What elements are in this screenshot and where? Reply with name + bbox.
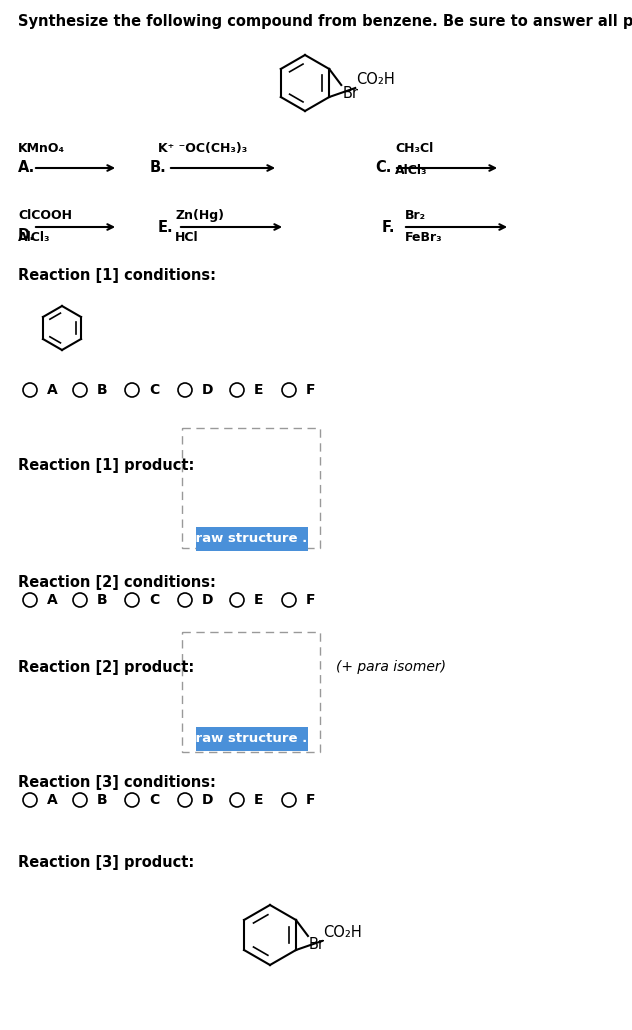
Text: ClCOOH: ClCOOH (18, 209, 72, 222)
Text: Reaction [1] product:: Reaction [1] product: (18, 458, 195, 473)
Text: Br: Br (343, 85, 358, 101)
Text: Zn(Hg): Zn(Hg) (175, 209, 224, 222)
Text: A: A (47, 383, 58, 397)
Text: D: D (202, 793, 214, 806)
Bar (196, 727, 308, 751)
Text: KMnO₄: KMnO₄ (18, 142, 65, 154)
Text: F: F (306, 593, 315, 607)
Bar (182, 632, 320, 752)
Text: Br: Br (309, 937, 325, 952)
Text: B.: B. (150, 161, 167, 175)
Text: E: E (254, 793, 264, 806)
Text: B: B (97, 793, 107, 806)
Text: F: F (306, 383, 315, 397)
Text: C: C (149, 383, 159, 397)
Text: Reaction [3] product:: Reaction [3] product: (18, 855, 194, 870)
Bar (196, 527, 308, 551)
Text: CH₃Cl: CH₃Cl (395, 142, 434, 154)
Text: Reaction [2] conditions:: Reaction [2] conditions: (18, 575, 216, 590)
Text: FeBr₃: FeBr₃ (405, 231, 442, 244)
Text: C: C (149, 793, 159, 806)
Text: (+ para isomer): (+ para isomer) (336, 660, 446, 674)
Text: A: A (47, 593, 58, 607)
Text: Reaction [3] conditions:: Reaction [3] conditions: (18, 775, 216, 790)
Text: HCl: HCl (175, 231, 198, 244)
Text: CO₂H: CO₂H (323, 925, 362, 940)
Text: CO₂H: CO₂H (356, 72, 395, 87)
Text: B: B (97, 383, 107, 397)
Text: D: D (202, 593, 214, 607)
Text: K⁺ ⁻OC(CH₃)₃: K⁺ ⁻OC(CH₃)₃ (158, 142, 247, 154)
Text: A: A (47, 793, 58, 806)
Text: A.: A. (18, 161, 35, 175)
Text: E: E (254, 593, 264, 607)
Text: AlCl₃: AlCl₃ (18, 231, 51, 244)
Text: D.: D. (18, 228, 36, 242)
Text: C.: C. (375, 161, 391, 175)
Text: Reaction [2] product:: Reaction [2] product: (18, 660, 194, 675)
Text: D: D (202, 383, 214, 397)
Text: F: F (306, 793, 315, 806)
Text: draw structure ...: draw structure ... (186, 533, 318, 546)
Text: E.: E. (158, 219, 174, 235)
Text: Br₂: Br₂ (405, 209, 426, 222)
Text: E: E (254, 383, 264, 397)
Text: B: B (97, 593, 107, 607)
Text: F.: F. (382, 219, 396, 235)
Text: C: C (149, 593, 159, 607)
Text: draw structure ...: draw structure ... (186, 732, 318, 746)
Text: Reaction [1] conditions:: Reaction [1] conditions: (18, 268, 216, 283)
Bar (182, 428, 320, 548)
Text: AlCl₃: AlCl₃ (395, 164, 427, 177)
Text: Synthesize the following compound from benzene. Be sure to answer all parts.: Synthesize the following compound from b… (18, 14, 632, 29)
